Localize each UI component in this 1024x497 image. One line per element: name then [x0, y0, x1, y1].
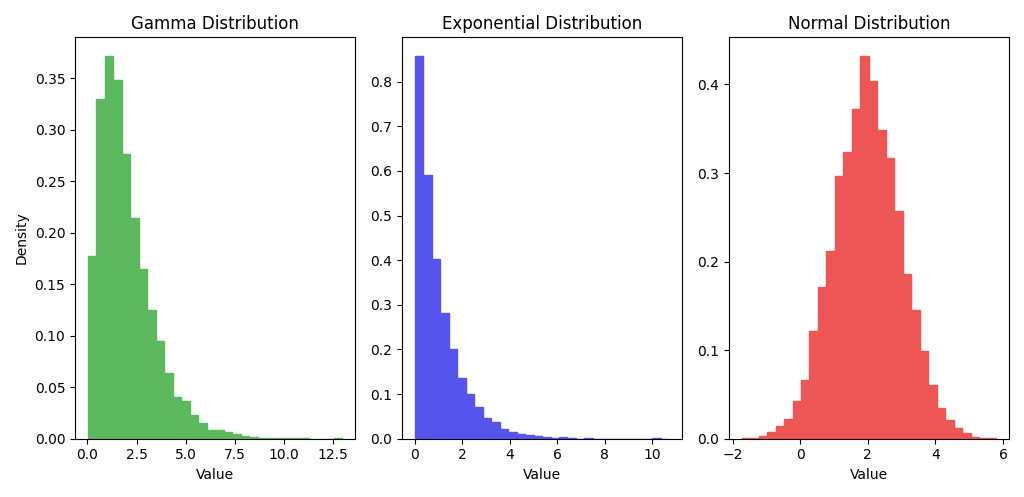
Bar	[878, 130, 886, 439]
Bar	[516, 434, 525, 439]
Bar	[852, 109, 860, 439]
Title: Exponential Distribution: Exponential Distribution	[442, 15, 642, 33]
Bar	[911, 310, 920, 439]
Title: Gamma Distribution: Gamma Distribution	[131, 15, 299, 33]
Bar	[449, 349, 457, 439]
Bar	[215, 430, 223, 439]
Bar	[96, 99, 104, 439]
Bar	[784, 419, 793, 439]
Bar	[963, 433, 971, 439]
Bar	[894, 211, 903, 439]
Bar	[114, 81, 122, 439]
Bar	[953, 428, 963, 439]
Bar	[207, 429, 215, 439]
Bar	[525, 435, 534, 439]
Bar	[415, 57, 423, 439]
Bar	[198, 423, 207, 439]
Bar	[232, 434, 241, 439]
Bar	[122, 154, 130, 439]
Bar	[835, 175, 844, 439]
Bar	[920, 351, 929, 439]
Bar	[903, 274, 911, 439]
Bar	[181, 402, 189, 439]
Bar	[249, 437, 258, 439]
Bar	[223, 432, 232, 439]
Title: Normal Distribution: Normal Distribution	[787, 15, 950, 33]
Bar	[759, 436, 767, 439]
Bar	[793, 402, 801, 439]
Bar	[508, 432, 516, 439]
Bar	[826, 251, 835, 439]
Bar	[164, 373, 173, 439]
Bar	[266, 438, 274, 439]
Bar	[432, 259, 440, 439]
Bar	[440, 313, 449, 439]
Bar	[886, 158, 894, 439]
Bar	[104, 57, 114, 439]
Bar	[810, 331, 818, 439]
Bar	[818, 287, 826, 439]
Bar	[147, 310, 156, 439]
Bar	[559, 437, 567, 439]
Bar	[492, 422, 500, 439]
Bar	[130, 218, 138, 439]
Bar	[241, 436, 249, 439]
Bar	[534, 436, 542, 439]
Bar	[945, 420, 953, 439]
Bar	[466, 394, 474, 439]
Bar	[500, 429, 508, 439]
Bar	[775, 426, 784, 439]
Bar	[860, 57, 869, 439]
Bar	[189, 415, 198, 439]
Bar	[457, 378, 466, 439]
Y-axis label: Density: Density	[15, 212, 29, 264]
X-axis label: Value: Value	[196, 468, 234, 482]
Bar	[844, 152, 852, 439]
Bar	[801, 380, 810, 439]
Bar	[869, 81, 878, 439]
Bar	[551, 438, 559, 439]
Bar	[258, 437, 266, 439]
Bar	[971, 437, 979, 439]
X-axis label: Value: Value	[523, 468, 561, 482]
Bar	[937, 408, 945, 439]
Bar	[173, 397, 181, 439]
Bar	[767, 432, 775, 439]
Bar	[156, 341, 164, 439]
Bar	[88, 256, 96, 439]
Bar	[979, 438, 988, 439]
Bar	[423, 175, 432, 439]
Bar	[138, 269, 147, 439]
Bar	[474, 407, 482, 439]
X-axis label: Value: Value	[850, 468, 888, 482]
Bar	[929, 385, 937, 439]
Bar	[482, 417, 492, 439]
Bar	[542, 437, 551, 439]
